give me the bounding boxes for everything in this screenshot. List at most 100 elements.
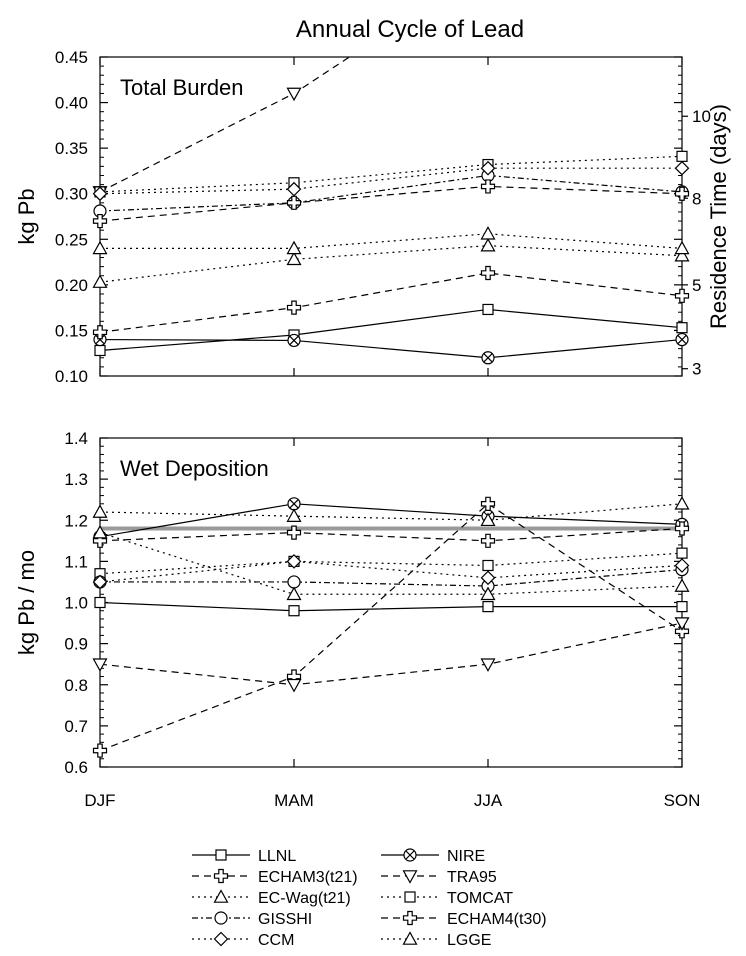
ytick-label: 1.4 xyxy=(64,429,88,448)
data-point-llnl xyxy=(676,322,688,334)
series-line-tra95 xyxy=(99,622,683,686)
data-point-ec-wag-t21 xyxy=(674,496,690,510)
y-axis-label: kg Pb / mo xyxy=(14,550,39,655)
legend-item-lgge: LGGE xyxy=(381,931,491,949)
legend-swatch-marker xyxy=(402,931,418,945)
legend-label: TRA95 xyxy=(447,869,497,886)
ytick-right-label: 8 xyxy=(692,189,701,208)
series-line-echam3-t21 xyxy=(99,503,683,752)
legend-swatch-marker xyxy=(402,870,418,884)
ytick-label: 0.20 xyxy=(55,276,88,295)
data-point-echam3-t21 xyxy=(674,624,690,639)
series-line-echam3-t21 xyxy=(99,272,683,333)
data-point-ccm xyxy=(674,160,690,176)
data-point-tomcat xyxy=(482,559,494,572)
series-line-lgge xyxy=(100,233,683,249)
data-point-echam4-t30 xyxy=(480,533,496,548)
data-point-tra95 xyxy=(286,678,302,693)
x-axis-labels: DJF MAM JJA SON xyxy=(84,791,700,810)
legend-swatch-marker xyxy=(215,849,227,861)
legend-label: GISSHI xyxy=(258,911,312,928)
data-point-llnl xyxy=(288,605,300,617)
legend-item-gisshi: GISSHI xyxy=(192,911,312,928)
legend-swatch-marker xyxy=(402,910,418,926)
data-point-echam3-t21 xyxy=(92,325,108,340)
ytick-label: 1.2 xyxy=(64,511,88,530)
series-line-gisshi xyxy=(99,174,683,212)
ytick-label: 0.7 xyxy=(64,717,88,736)
y-axis-label: kg Pb xyxy=(14,188,39,244)
ytick-right-label: 10 xyxy=(692,107,711,126)
data-point-ec-wag-t21 xyxy=(480,237,496,252)
data-point-lgge xyxy=(480,586,496,601)
data-point-tomcat xyxy=(676,150,688,162)
panel-burden: 0.10 0.15 0.20 0.25 0.30 0.35 0.40 0.45 3 5 8 10 kg … xyxy=(14,48,731,386)
data-point-ec-wag-t21 xyxy=(92,274,108,288)
data-point-ccm xyxy=(286,554,302,569)
series-group xyxy=(92,496,690,758)
series-line-tomcat xyxy=(99,552,683,575)
legend-label: EC-Wag(t21) xyxy=(258,890,351,907)
data-point-lgge xyxy=(480,226,496,240)
data-point-ec-wag-t21 xyxy=(674,247,690,262)
series-line-tomcat xyxy=(99,155,683,193)
data-point-lgge xyxy=(286,240,302,255)
plot-frame-burden xyxy=(99,56,683,377)
ytick-label: 1.1 xyxy=(64,552,88,571)
legend-item-tomcat: TOMCAT xyxy=(381,890,513,907)
data-point-echam4-t30 xyxy=(92,533,108,548)
data-point-ec-wag-t21 xyxy=(286,508,302,522)
ytick-right-label: 3 xyxy=(692,360,701,379)
data-point-tomcat xyxy=(676,547,688,559)
legend-label: LGGE xyxy=(447,932,491,949)
data-point-lgge xyxy=(674,240,690,255)
ytick-right-label: 5 xyxy=(692,276,701,295)
data-point-echam4-t30 xyxy=(286,525,302,540)
data-point-echam3-t21 xyxy=(480,496,496,511)
data-point-tra95 xyxy=(674,617,690,631)
data-point-nire xyxy=(675,332,689,347)
ytick-label: 1.3 xyxy=(64,470,88,489)
series-line-echam4-t30 xyxy=(99,527,683,542)
data-point-echam3-t21 xyxy=(480,265,496,281)
data-point-ccm xyxy=(92,186,108,202)
data-point-echam4-t30 xyxy=(674,521,690,536)
data-point-lgge xyxy=(674,578,690,592)
legend-item-echam4-t30: ECHAM4(t30) xyxy=(381,910,547,928)
legend-swatch-marker xyxy=(214,911,228,925)
ytick-label: 0.6 xyxy=(64,758,88,777)
data-point-nire xyxy=(287,497,301,511)
ytick-label: 0.9 xyxy=(64,635,88,654)
legend-swatch-marker xyxy=(213,931,229,947)
y-axis-label-right: Residence Time (days) xyxy=(706,104,731,329)
series-line-nire xyxy=(99,503,683,538)
ytick-label: 0.40 xyxy=(55,94,88,113)
data-point-echam4-t30 xyxy=(674,186,690,201)
legend-item-nire: NIRE xyxy=(381,848,485,865)
chart-panels: 0.10 0.15 0.20 0.25 0.30 0.35 0.40 0.45 3 5 8 10 kg … xyxy=(14,48,731,777)
data-point-llnl xyxy=(676,601,688,613)
legend-item-ccm: CCM xyxy=(192,931,294,949)
series-line-ec-wag-t21 xyxy=(99,245,683,283)
panel-deposition: 0.6 0.7 0.8 0.9 1.0 1.1 1.2 1.3 1.4 kg Pb / mo Wet… xyxy=(14,429,690,777)
panel-label: Wet Deposition xyxy=(120,456,269,481)
series-line-tra95 xyxy=(99,57,351,193)
ytick-label: 0.15 xyxy=(55,321,88,340)
data-point-lgge xyxy=(286,586,302,601)
data-point-nire xyxy=(287,333,301,348)
series-line-lgge xyxy=(99,532,683,595)
data-point-lgge xyxy=(92,524,108,539)
series-line-ccm xyxy=(99,560,683,583)
legend-item-echam3-t21: ECHAM3(t21) xyxy=(192,868,358,886)
data-point-llnl xyxy=(94,596,106,609)
panel-label: Total Burden xyxy=(120,75,244,100)
legend-item-tra95: TRA95 xyxy=(381,869,497,886)
legend-label: LLNL xyxy=(258,848,296,865)
chart-title: Annual Cycle of Lead xyxy=(296,16,524,43)
ytick-label: 0.45 xyxy=(55,48,88,67)
data-point-llnl xyxy=(482,303,494,316)
data-point-ccm xyxy=(480,160,496,176)
plot-frame-deposition xyxy=(99,437,683,768)
data-point-echam3-t21 xyxy=(92,743,108,758)
